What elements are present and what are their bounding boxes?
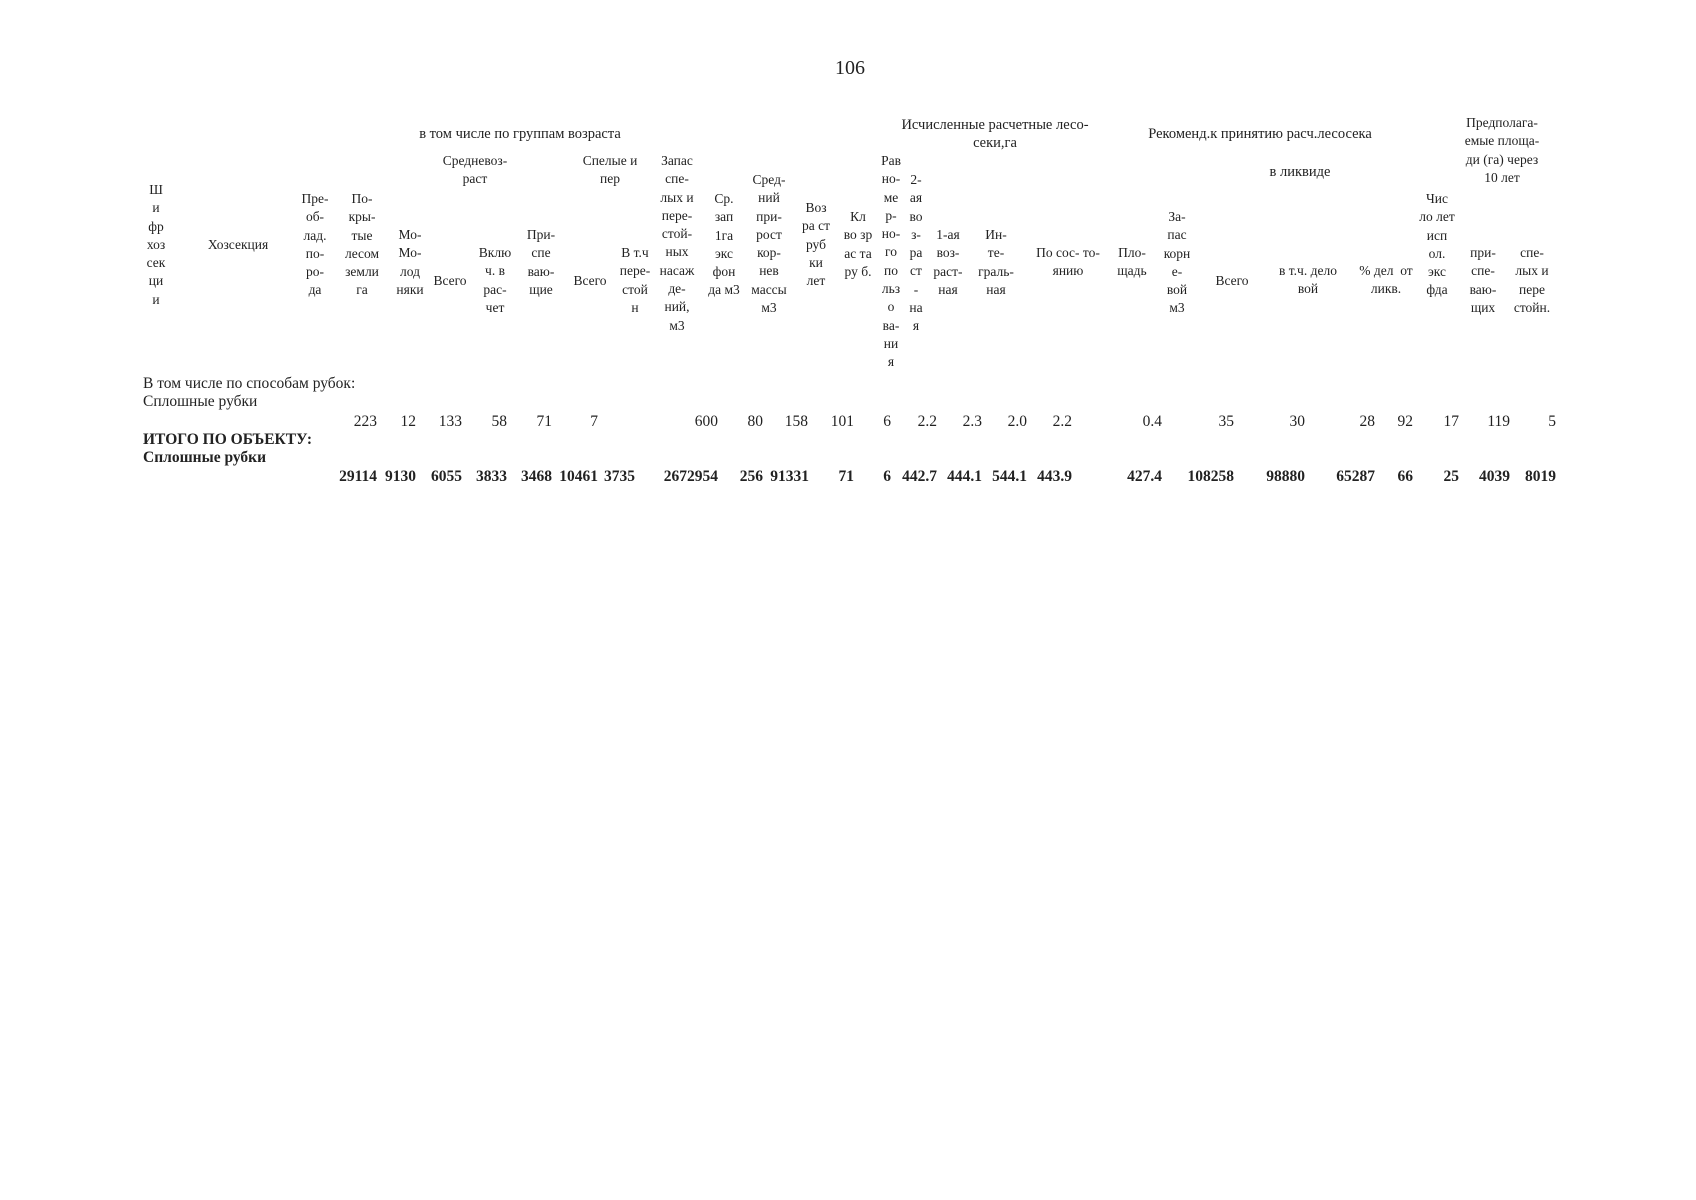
total-cell: 29114 <box>339 468 377 485</box>
col-header-covered-area: По- кры- тые лесом земли га <box>344 191 380 298</box>
header-in-liquid: в ликвиде <box>1269 164 1331 180</box>
table-cell: 71 <box>536 413 553 430</box>
total-cell: 444.1 <box>947 468 982 485</box>
table-cell: 133 <box>438 413 462 430</box>
col-header-overmature: В т.ч пере- стой н <box>619 245 651 315</box>
total-cell: 6 <box>883 468 891 485</box>
col-header-future-mature: спе- лых и пере стойн. <box>1513 245 1551 315</box>
table-cell: 223 <box>353 413 377 430</box>
col-header-section: Хозсекция <box>207 237 269 252</box>
total-cell: 427.4 <box>1127 468 1162 485</box>
total-cell: 544.1 <box>992 468 1027 485</box>
table-cell: 2.2 <box>917 413 937 430</box>
col-header-middle-total: Всего <box>433 273 467 288</box>
table-cell: 5 <box>1548 413 1556 430</box>
table-cell: 30 <box>1289 413 1306 430</box>
col-header-code: Ш и фр хоз сек ци и <box>146 182 166 307</box>
label-clear-cut: Сплошные рубки <box>143 393 258 410</box>
col-header-species: Пре- об- лад. по- ро- да <box>301 191 329 298</box>
header-middle-age: Средневоз- раст <box>442 153 508 187</box>
page-number: 106 <box>835 57 865 79</box>
table-cell: 17 <box>1443 413 1460 430</box>
total-cell: 65287 <box>1336 468 1375 485</box>
total-cell: 4039 <box>1479 468 1510 485</box>
table-cell: 12 <box>400 413 417 430</box>
col-header-avg-growth: Сред- ний при- рост кор- нев массы м3 <box>751 172 787 316</box>
total-cell: 91331 <box>770 468 809 485</box>
table-cell: 2.3 <box>962 413 982 430</box>
col-header-first-age: 1-ая воз- раст- ная <box>933 227 963 297</box>
table-cell: 2.0 <box>1007 413 1027 430</box>
header-future-area: Предполага- емые площа- ди (га) через 10… <box>1464 115 1540 185</box>
total-cell: 71 <box>838 468 855 485</box>
total-cell: 9130 <box>385 468 416 485</box>
total-cell: 3833 <box>476 468 507 485</box>
col-header-premature: При- спе ваю- щие <box>526 227 556 297</box>
col-header-stock: Запас спе- лых и пере- стой- ных насаж д… <box>659 153 695 333</box>
table-cell: 7 <box>590 413 598 430</box>
total-cell: 66 <box>1397 468 1414 485</box>
col-header-mature-total: Всего <box>573 273 607 288</box>
table-cell: 101 <box>830 413 854 430</box>
col-header-even-use: Рав но- ме р- но- го по льз о ва- ни я <box>881 153 901 370</box>
total-cell: 2672954 <box>663 468 718 485</box>
col-header-cutting-age: Воз ра ст руб ки лет <box>801 200 830 289</box>
total-cell: 442.7 <box>902 468 937 485</box>
table-cell: 58 <box>491 413 508 430</box>
col-header-liquid-total: Всего <box>1215 273 1249 288</box>
total-cell: 108258 <box>1187 468 1235 485</box>
col-header-years-of-use: Чис ло лет исп ол. экс фда <box>1419 191 1455 298</box>
header-mature-overmature: Спелые и пер <box>582 153 638 187</box>
table-cell: 92 <box>1397 413 1414 430</box>
col-header-age-class: Кл во зр ас та ру б. <box>843 209 873 279</box>
col-header-integral: Ин- те- граль- ная <box>978 227 1014 297</box>
table-cell: 600 <box>694 413 718 430</box>
table-cell: 0.4 <box>1142 413 1162 430</box>
col-header-young: Мо- Мо- лод няки <box>396 227 424 297</box>
total-cell: 256 <box>739 468 763 485</box>
table-cell: 6 <box>883 413 891 430</box>
col-header-future-premature: при- спе- ваю- щих <box>1469 245 1497 315</box>
col-header-middle-included: Вклю ч. в рас- чет <box>478 245 512 315</box>
label-total-clear-cut: Сплошные рубки <box>143 449 267 466</box>
table-cell: 158 <box>784 413 808 430</box>
total-cell: 10461 <box>559 468 598 485</box>
total-cell: 25 <box>1443 468 1460 485</box>
table-cell: 119 <box>1487 413 1510 430</box>
header-recommended-cutting: Рекоменд.к принятию расч.лесосека <box>1148 126 1372 142</box>
col-header-area: Пло- щадь <box>1117 245 1147 279</box>
total-cell: 8019 <box>1525 468 1556 485</box>
label-total-title: ИТОГО ПО ОБЪЕКТУ: <box>143 431 313 448</box>
col-header-root-stock: За- пас корн е- вой м3 <box>1163 209 1191 316</box>
total-cell: 3735 <box>604 468 635 485</box>
col-header-business-wood: в т.ч. дело вой <box>1279 263 1337 297</box>
col-header-by-condition: По сос- то- янию <box>1036 245 1100 279</box>
table-cell: 2.2 <box>1052 413 1072 430</box>
table-cell: 35 <box>1218 413 1235 430</box>
label-by-cutting-method: В том числе по способам рубок: <box>143 375 356 392</box>
total-cell: 6055 <box>431 468 462 485</box>
total-cell: 98880 <box>1266 468 1305 485</box>
col-header-business-percent: % дел от ликв. <box>1359 263 1413 297</box>
header-age-groups: в том числе по группам возраста <box>419 126 621 142</box>
table-cell: 80 <box>747 413 764 430</box>
col-header-second-age: 2- ая во з- ра ст - на я <box>909 172 923 334</box>
total-cell: 3468 <box>521 468 552 485</box>
col-header-avg-stock: Ср. зап 1га экс фон да м3 <box>708 191 740 298</box>
header-calculated-cutting-areas: Исчисленные расчетные лесо- секи,га <box>901 117 1089 151</box>
total-cell: 443.9 <box>1037 468 1072 485</box>
table-cell: 28 <box>1359 413 1376 430</box>
